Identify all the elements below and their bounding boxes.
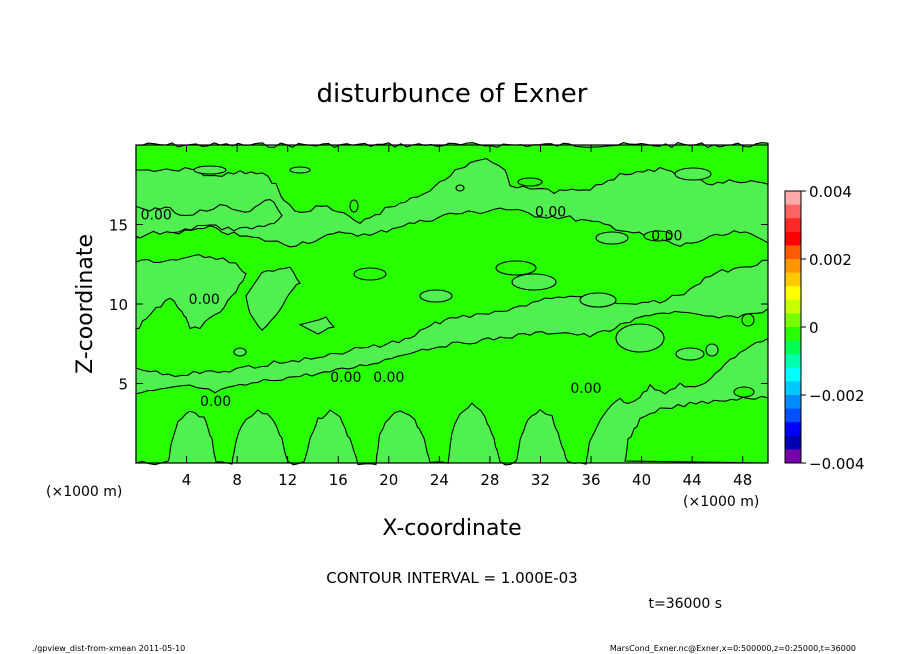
colorbar-segment [785,299,801,314]
contour-island [733,386,755,398]
contour-label: 0.00 [189,292,220,308]
x-tick-label: 20 [379,471,398,489]
colorbar-segment [785,449,801,464]
colorbar-segment [785,231,801,246]
colorbar-segment [785,191,801,206]
hole-middle-center [298,316,336,335]
contour-label: 0.00 [535,205,566,221]
region-left-upper [135,199,283,239]
contour-island [419,289,453,303]
contour-island [193,165,227,175]
contour-labels: 0.00 0.00 0.00 0.00 0.00 0.00 0.00 0.00 [141,205,683,410]
contour-interval-text: CONTOUR INTERVAL = 1.000E-03 [326,569,577,587]
x-tick-label: 8 [232,471,242,489]
colorbar-tick-label: 0 [809,319,819,337]
x-tick-label: 16 [329,471,348,489]
colorbar-tick-label: 0.004 [809,183,852,201]
colorbar-segment [785,408,801,423]
contour-label: 0.00 [200,394,231,410]
contour-island [705,343,719,357]
x-tick-label: 12 [278,471,297,489]
colorbar-segment [785,259,801,274]
contour-label: 0.00 [570,381,601,397]
colorbar-segment [785,245,801,260]
colorbar-segment [785,204,801,219]
colorbar-segment [785,218,801,233]
colorbar-segment [785,435,801,450]
x-tick-label: 24 [430,471,449,489]
contour-island [595,231,629,245]
time-text: t=36000 s [649,596,723,612]
y-axis-ticks: 5 10 15 [109,217,768,394]
footer-right: MarsCond_Exner.nc@Exner,x=0:500000,z=0:2… [610,644,856,653]
colorbar-segment [785,367,801,382]
colorbar-segment [785,272,801,287]
region-top-band [135,141,769,224]
contour-label: 0.00 [373,370,404,386]
contour-island [233,347,247,357]
x-unit-note: (×1000 m) [683,494,759,510]
contour-island [517,177,543,187]
contour-island [289,166,311,174]
contour-label: 0.00 [141,208,172,224]
y-tick-label: 5 [118,376,128,394]
colorbar-segment [785,340,801,355]
y-tick-label: 10 [109,296,128,314]
colorbar-segment [785,381,801,396]
x-tick-label: 4 [182,471,192,489]
colorbar-segment [785,354,801,369]
x-axis-ticks: 4 8 12 16 20 24 28 32 36 40 44 48 [182,145,752,489]
x-axis-label: X-coordinate [382,516,521,541]
region-middle-body [135,207,769,378]
contour-island [741,313,755,327]
x-tick-label: 28 [480,471,499,489]
colorbar-segment [785,313,801,328]
contour-island [349,199,359,213]
contour-island [643,230,673,242]
contour-label: 0.00 [330,370,361,386]
y-axis-label: Z-coordinate [73,234,98,374]
small-islands [193,165,755,398]
chart-title: disturbunce of Exner [317,79,588,109]
colorbar-segment [785,395,801,410]
contour-island [511,273,557,291]
contour-island [674,167,712,181]
x-tick-label: 44 [683,471,702,489]
contour-island [353,267,387,281]
contour-island [675,347,705,361]
x-tick-label: 36 [581,471,600,489]
positive-regions [135,141,769,466]
colorbar-segment [785,327,801,342]
contour-island [495,260,537,276]
contour-island [455,184,465,192]
footer-left: ./gpview_dist-from-xmean 2011-05-10 [32,644,185,653]
contour-label: 0.00 [651,228,682,244]
x-tick-label: 40 [632,471,651,489]
contour-island [579,292,617,308]
y-unit-note: (×1000 m) [46,484,122,500]
colorbar-segment [785,286,801,301]
colorbar-segment [785,422,801,437]
x-tick-label: 32 [531,471,550,489]
x-tick-label: 48 [733,471,752,489]
colorbar: 0.004 0.002 0 −0.002 −0.004 [784,183,865,473]
contour-island [615,323,665,353]
colorbar-tick-label: 0.002 [809,251,852,269]
y-tick-label: 15 [109,217,128,235]
colorbar-tick-label: −0.002 [809,387,865,405]
hole-middle-left [245,266,301,331]
colorbar-tick-label: −0.004 [809,455,865,473]
